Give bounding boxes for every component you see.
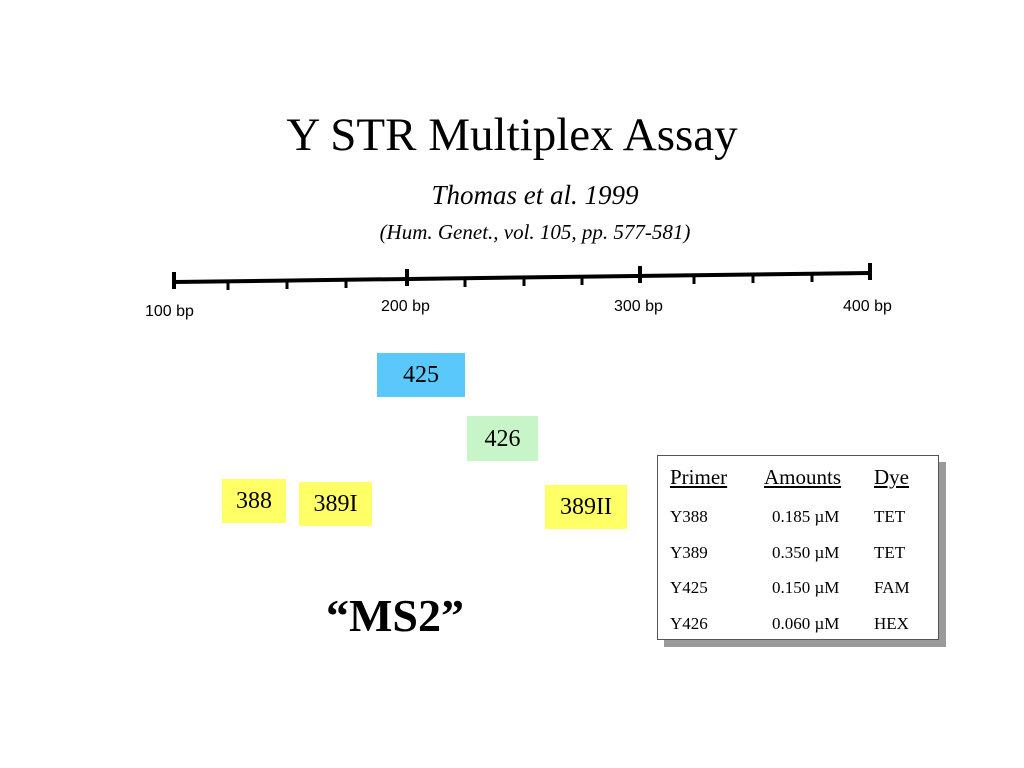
reference-citation: (Hum. Genet., vol. 105, pp. 577-581) [379,220,691,244]
ruler-label-300: 300 bp [614,298,663,315]
marker-389I: 389I [299,482,372,526]
slide-title: Y STR Multiplex Assay [286,109,738,161]
amount-cell: 0.150 µM [772,578,840,597]
marker-425: 425 [377,353,465,397]
amount-cell: 0.060 µM [772,614,840,633]
dye-cell: TET [874,507,906,526]
reference-authors: Thomas et al. 1999 [431,180,639,210]
table-row: Y389 0.350 µM TET [658,542,938,566]
marker-388: 388 [222,479,286,523]
header-dye: Dye [874,465,909,489]
dye-cell: FAM [874,578,910,597]
marker-389II: 389II [545,485,627,529]
header-primer: Primer [670,465,728,489]
ruler-line [173,271,871,284]
marker-label: 426 [484,425,521,452]
primer-cell: Y388 [670,507,708,526]
table-row: Y426 0.060 µM HEX [658,613,938,637]
marker-label: 389II [560,494,612,520]
amount-cell: 0.350 µM [772,543,840,562]
primer-cell: Y426 [670,614,708,633]
marker-label: 388 [236,488,272,514]
primer-table: Primer Amounts Dye Y388 0.185 µM TET Y38… [657,455,939,640]
ruler-label-200: 200 bp [381,298,430,315]
multiplex-name: “MS2” [326,590,464,641]
dye-cell: HEX [874,614,909,633]
table-row: Y425 0.150 µM FAM [658,577,938,601]
primer-cell: Y389 [670,543,708,562]
table-row: Y388 0.185 µM TET [658,506,938,530]
ruler-label-400: 400 bp [843,298,892,315]
marker-426: 426 [467,416,538,461]
marker-label: 425 [403,362,439,388]
amount-cell: 0.185 µM [772,507,840,526]
ruler-label-100: 100 bp [145,303,194,320]
marker-label: 389I [313,491,358,517]
header-amounts: Amounts [764,465,842,489]
dye-cell: TET [874,543,906,562]
primer-cell: Y425 [670,578,708,597]
